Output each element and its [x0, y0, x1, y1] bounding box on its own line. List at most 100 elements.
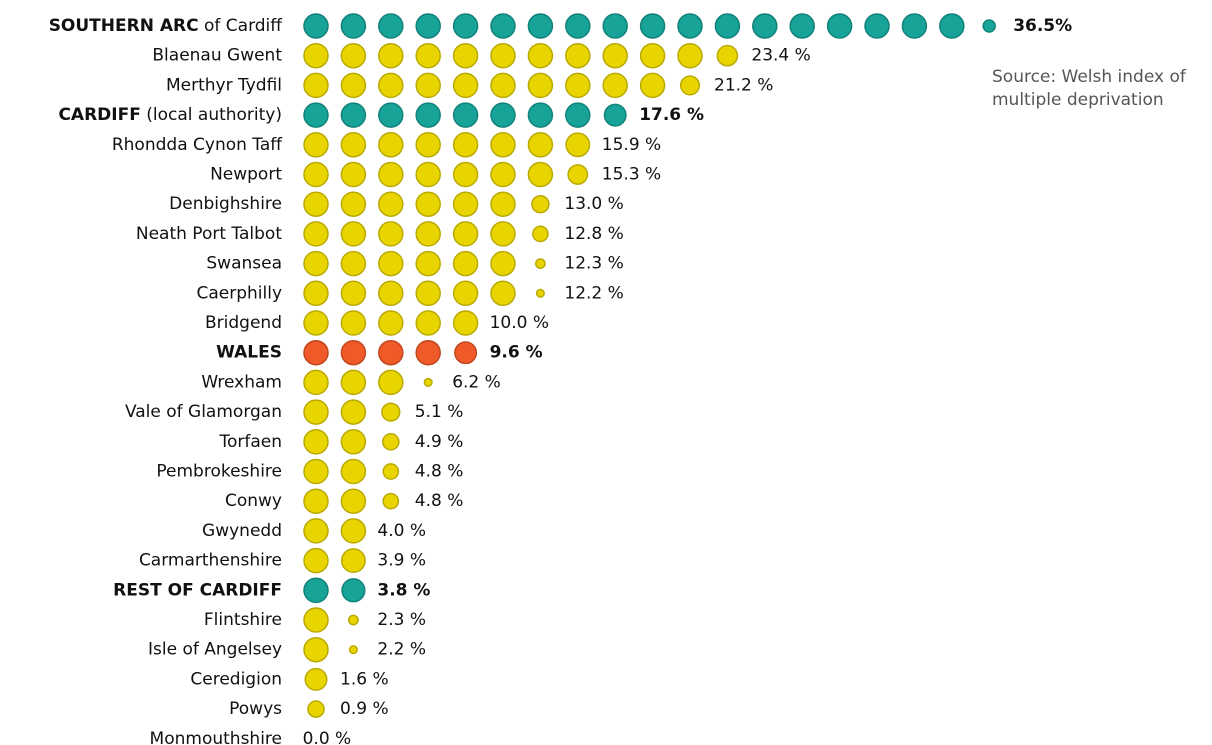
dot — [340, 42, 367, 69]
dot — [415, 280, 441, 307]
dot — [527, 72, 554, 99]
value-label: 4.8 % — [415, 491, 464, 511]
dot-partial — [603, 103, 627, 127]
value-label: 3.9 % — [377, 551, 426, 571]
category-label: Vale of Glamorgan — [125, 402, 282, 422]
value-label: 4.0 % — [377, 521, 426, 541]
dot — [303, 221, 329, 247]
dot — [378, 221, 404, 247]
dot-partial — [382, 463, 400, 480]
category-label: Isle of Angelsey — [148, 640, 282, 660]
dot — [602, 72, 628, 99]
dot — [490, 280, 516, 307]
value-label: 12.3 % — [564, 254, 623, 274]
dot — [901, 13, 928, 39]
value-label: 23.4 % — [751, 46, 810, 66]
dot — [415, 102, 441, 128]
dot — [864, 13, 890, 39]
dot — [340, 429, 367, 455]
dot — [303, 577, 329, 604]
dot — [303, 636, 329, 663]
dot — [378, 310, 404, 336]
dot — [340, 221, 367, 247]
category-label: Newport — [210, 165, 282, 185]
category-label: Flintshire — [204, 610, 282, 630]
dot — [490, 42, 516, 69]
value-label: 9.6 % — [490, 343, 543, 363]
value-label: 4.9 % — [415, 432, 464, 452]
value-label: 17.6 % — [639, 105, 704, 125]
dot — [490, 72, 516, 99]
category-label: WALES — [216, 343, 282, 363]
dot — [677, 42, 703, 69]
dot-partial — [382, 433, 400, 451]
category-label: Conwy — [225, 491, 282, 511]
dot — [340, 518, 367, 544]
category-label: Caerphilly — [196, 283, 282, 303]
dot — [565, 72, 591, 99]
dot — [303, 191, 329, 217]
dot-partial — [382, 492, 400, 510]
dot — [602, 13, 628, 39]
dot — [303, 547, 329, 574]
dot — [415, 250, 441, 277]
dot — [939, 13, 965, 39]
dot — [714, 13, 741, 39]
category-label: SOUTHERN ARC of Cardiff — [49, 16, 284, 36]
dot — [303, 458, 329, 485]
dot — [340, 191, 367, 217]
dot — [527, 132, 554, 158]
dot — [378, 339, 404, 366]
dot — [303, 310, 329, 336]
dot — [452, 161, 479, 188]
dot — [452, 132, 479, 158]
dot — [340, 369, 367, 396]
dot — [340, 399, 367, 425]
dot — [490, 191, 516, 217]
value-label: 5.1 % — [415, 402, 464, 422]
category-label: Neath Port Talbot — [136, 224, 282, 244]
value-label: 2.2 % — [377, 640, 426, 660]
dot — [303, 72, 329, 99]
dot — [378, 250, 404, 277]
value-label: 2.3 % — [377, 610, 426, 630]
dot — [789, 13, 815, 39]
dot — [415, 339, 441, 366]
dot-partial — [716, 44, 739, 67]
dot — [303, 607, 329, 633]
dot-partial — [535, 258, 546, 269]
category-label: Powys — [229, 699, 282, 719]
dot — [303, 161, 329, 188]
category-label: Merthyr Tydfil — [166, 75, 282, 95]
dot — [752, 13, 778, 39]
dot — [303, 399, 329, 425]
dot — [378, 280, 404, 307]
dot — [303, 42, 329, 69]
dot — [452, 72, 479, 99]
dot — [452, 250, 479, 277]
value-label: 12.2 % — [564, 283, 623, 303]
dot — [378, 132, 404, 158]
dot-partial — [423, 377, 433, 387]
dot — [639, 72, 666, 99]
dot — [415, 310, 441, 336]
dot — [340, 13, 367, 39]
dot — [378, 191, 404, 217]
dot — [340, 310, 367, 336]
dot-partial — [565, 132, 591, 158]
dot — [565, 13, 591, 39]
category-label: Gwynedd — [202, 521, 282, 541]
value-label: 10.0 % — [490, 313, 549, 333]
category-label: Carmarthenshire — [139, 551, 282, 571]
value-label: 12.8 % — [564, 224, 623, 244]
dot — [303, 488, 329, 514]
dot — [378, 102, 404, 128]
source-note: Source: Welsh index of multiple deprivat… — [992, 67, 1186, 110]
dot — [340, 488, 367, 514]
value-label: 0.9 % — [340, 699, 389, 719]
category-label: Denbighshire — [169, 194, 282, 214]
dot — [565, 102, 591, 128]
category-label: REST OF CARDIFF — [113, 580, 282, 600]
dot-partial — [531, 194, 550, 214]
